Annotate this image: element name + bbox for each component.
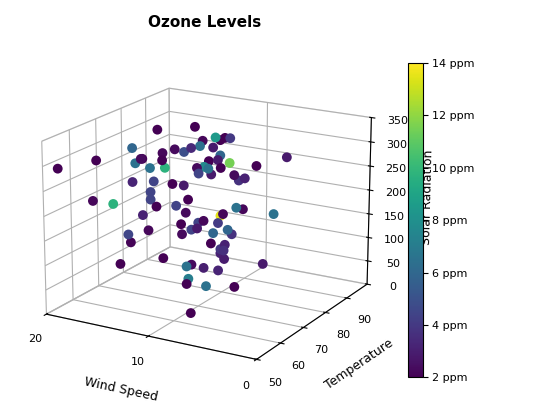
Y-axis label: Temperature: Temperature [323,337,396,392]
Title: Ozone Levels: Ozone Levels [148,15,262,30]
X-axis label: Wind Speed: Wind Speed [83,375,159,404]
